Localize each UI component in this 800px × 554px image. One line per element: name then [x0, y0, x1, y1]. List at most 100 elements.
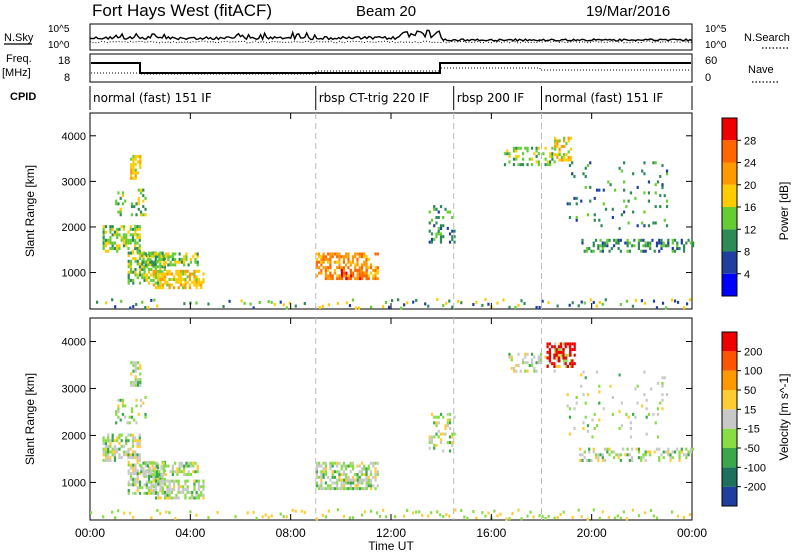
data-cell: [114, 516, 117, 520]
data-cell: [439, 412, 443, 416]
data-cell: [116, 439, 119, 443]
data-cell: [618, 226, 621, 230]
data-cell: [354, 266, 357, 270]
data-cell: [132, 515, 135, 519]
data-cell: [336, 301, 340, 305]
data-cell: [687, 453, 690, 457]
data-cell: [136, 259, 139, 263]
data-cell: [161, 460, 164, 464]
data-cell: [369, 271, 373, 275]
data-cell: [566, 364, 570, 368]
data-cell: [147, 488, 151, 492]
data-cell: [613, 188, 617, 192]
data-cell: [285, 515, 288, 519]
data-cell: [258, 300, 261, 304]
data-cell: [669, 458, 672, 462]
data-cell: [161, 479, 164, 483]
data-cell: [445, 513, 448, 517]
data-cell: [628, 458, 631, 462]
data-cell: [116, 236, 119, 240]
data-cell: [180, 461, 184, 465]
data-cell: [188, 272, 192, 276]
data-cell: [167, 263, 170, 267]
data-cell: [347, 487, 350, 491]
data-cell: [340, 274, 344, 278]
data-cell: [365, 268, 368, 272]
data-cell: [333, 487, 337, 491]
data-cell: [196, 467, 199, 471]
data-cell: [567, 155, 570, 159]
data-cell: [152, 488, 155, 492]
data-cell: [174, 470, 177, 474]
data-cell: [508, 517, 511, 521]
data-cell: [315, 464, 318, 468]
data-cell: [154, 276, 157, 280]
data-cell: [642, 453, 645, 457]
data-cell: [197, 269, 201, 273]
data-cell: [354, 487, 357, 491]
data-cell: [682, 247, 686, 251]
data-cell: [139, 165, 142, 169]
data-cell: [617, 241, 620, 245]
data-cell: [658, 456, 661, 460]
data-cell: [599, 453, 602, 457]
data-cell: [267, 300, 270, 304]
data-cell: [116, 230, 119, 234]
data-cell: [130, 415, 134, 419]
data-cell: [617, 238, 620, 242]
data-cell: [617, 456, 620, 460]
data-cell: [127, 241, 130, 245]
data-cell: [129, 463, 133, 467]
data-cell: [107, 447, 110, 451]
data-cell: [347, 252, 350, 256]
data-cell: [132, 383, 135, 387]
data-cell: [626, 244, 629, 248]
data-cell: [320, 475, 323, 479]
data-cell: [117, 410, 120, 414]
data-cell: [367, 475, 370, 479]
data-cell: [159, 483, 162, 487]
data-cell: [372, 484, 375, 488]
velocity-mode-separators: [315, 318, 542, 520]
data-cell: [195, 275, 198, 279]
data-cell: [125, 236, 128, 240]
data-cell: [130, 383, 133, 387]
data-cell: [111, 433, 114, 437]
nsearch-tick-top: 10^5: [705, 24, 727, 35]
data-cell: [345, 255, 348, 259]
data-cell: [315, 467, 318, 471]
data-cell: [360, 263, 364, 267]
data-cell: [660, 241, 663, 245]
colorbar-swatch: [722, 428, 737, 448]
data-cell: [130, 202, 134, 206]
data-cell: [138, 262, 142, 266]
data-cell: [689, 450, 692, 454]
data-cell: [659, 194, 662, 198]
data-cell: [184, 272, 187, 276]
data-cell: [189, 260, 193, 264]
data-cell: [163, 493, 167, 497]
data-cell: [333, 260, 337, 264]
data-cell: [161, 482, 164, 486]
data-cell: [142, 199, 145, 203]
data-cell: [168, 485, 171, 489]
data-cell: [182, 286, 185, 290]
data-cell: [338, 487, 341, 491]
data-cell: [138, 270, 142, 274]
data-cell: [318, 484, 321, 488]
data-cell: [448, 421, 452, 425]
data-cell: [324, 487, 327, 491]
data-cell: [143, 474, 146, 478]
data-cell: [439, 240, 443, 244]
data-cell: [658, 238, 661, 242]
data-cell: [117, 404, 120, 408]
data-cell: [640, 299, 644, 303]
data-cell: [336, 484, 339, 488]
data-cell: [168, 269, 171, 273]
data-cell: [154, 496, 158, 500]
data-cell: [376, 277, 379, 281]
data-cell: [356, 478, 359, 482]
data-cell: [644, 458, 647, 462]
data-cell: [132, 281, 135, 285]
